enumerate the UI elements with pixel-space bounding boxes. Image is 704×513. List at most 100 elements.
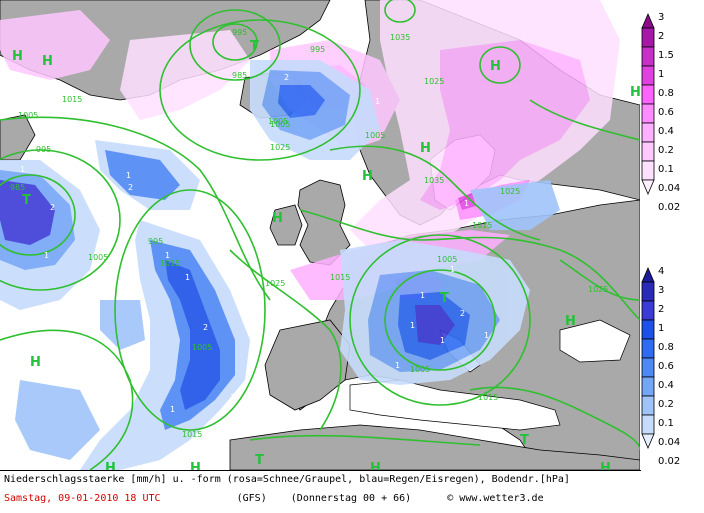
legend-swatch: [641, 281, 655, 302]
precip-value-label: 2: [284, 73, 289, 82]
precip-value-label: 2: [128, 183, 133, 192]
legend-tick-label: 0.02: [658, 456, 680, 467]
legend-tick-label: 3: [658, 12, 664, 23]
precip-value-label: 1: [126, 171, 131, 180]
system-label: H: [272, 211, 283, 226]
pressure-labels: 995 995 985 1005 1015 1005 995 985 995 1…: [10, 28, 608, 439]
legend-tick-label: 2: [658, 304, 664, 315]
legend-tick-label: 0.04: [658, 437, 680, 448]
system-label: T: [250, 39, 259, 54]
legend-arrow-bottom: [641, 433, 655, 450]
isobar-label: 1005: [88, 253, 108, 262]
legend-arrow-bottom: [641, 179, 655, 196]
system-label: H: [565, 314, 576, 329]
mediterranean-sea: [349, 379, 561, 431]
iberia: [264, 319, 351, 411]
system-label: H: [105, 461, 116, 470]
isobars: [0, 0, 641, 471]
black-sea: [559, 319, 631, 363]
valid-date: Samstag, 09-01-2010 18 UTC: [4, 493, 161, 504]
legend-swatch: [641, 103, 655, 124]
system-label: H: [420, 141, 431, 156]
precip-value-label: 1: [165, 251, 170, 260]
isobar-label: 1015: [62, 95, 82, 104]
isobar-label: 1005: [18, 111, 38, 120]
copyright: © www.wetter3.de: [447, 493, 544, 504]
system-label: T: [440, 291, 449, 306]
model-run: (Donnerstag 00 + 66): [290, 493, 412, 504]
isobar-label: 1005: [268, 117, 288, 126]
legend-arrow-top: [641, 266, 655, 283]
precip-value-label: 1: [375, 97, 380, 106]
legend-tick-label: 0.2: [658, 399, 674, 410]
precip-value-label: 2: [260, 141, 265, 150]
legend-tick-label: 0.8: [658, 88, 674, 99]
isobar-label: 1015: [160, 259, 180, 268]
caption-line: Niederschlagsstaerke [mm/h] u. -form (ro…: [4, 474, 570, 485]
legend-swatch: [641, 122, 655, 143]
caption-info-row: Samstag, 09-01-2010 18 UTC (GFS) (Donner…: [4, 493, 544, 504]
legend-swatch: [641, 160, 655, 181]
pressure-systems: H H H H H H H H H H H T T T T T H H: [12, 39, 641, 476]
isobar-label: 1025: [424, 77, 444, 86]
model-name: (GFS): [236, 493, 267, 504]
precip-value-label: 1: [450, 265, 455, 274]
precip-value-label: 1: [185, 273, 190, 282]
isobar-label: 1025: [270, 143, 290, 152]
legend-swatch: [641, 46, 655, 67]
precip-value-label: 1: [395, 361, 400, 370]
isobar-label: 995: [232, 28, 247, 37]
legend-tick-label: 1.5: [658, 50, 674, 61]
legend-tick-label: 2: [658, 31, 664, 42]
legend-tick-label: 0.6: [658, 107, 674, 118]
legend-swatch: [641, 338, 655, 359]
isobar-label: 1005: [365, 131, 385, 140]
precip-value-label: 1: [484, 331, 489, 340]
precip-value-label: 2: [203, 323, 208, 332]
isobar-label: 1005: [437, 255, 457, 264]
isobar-label: 1015: [330, 273, 350, 282]
precip-value-label: 1: [20, 165, 25, 174]
legend-tick-label: 0.8: [658, 342, 674, 353]
system-label: H: [42, 54, 53, 69]
legend-swatch: [641, 141, 655, 162]
legend-swatch: [641, 84, 655, 105]
precip-value-label: 1: [44, 251, 49, 260]
precip-value-label: 1: [420, 291, 425, 300]
legend-arrow-top: [641, 12, 655, 29]
legend-swatch: [641, 65, 655, 86]
isobar-label: 1025: [500, 187, 520, 196]
legend-swatch: [641, 395, 655, 416]
isobar-label: 1015: [182, 430, 202, 439]
precip-value-label: 2: [460, 309, 465, 318]
isobar-label: 1025: [265, 279, 285, 288]
system-label: T: [520, 433, 529, 448]
legend-tick-label: 0.1: [658, 164, 674, 175]
system-label: T: [255, 453, 264, 468]
system-label: H: [600, 461, 611, 470]
isobar-label: 995: [36, 145, 51, 154]
system-label: H: [370, 461, 381, 470]
rain-intensity-legend: 4 3 2 1 0.8 0.6 0.4 0.2 0.1 0.04 0.02: [641, 266, 680, 467]
legend-swatch: [641, 319, 655, 340]
legend-tick-label: 1: [658, 323, 664, 334]
legend-panel: 3 2 1.5 1 0.8 0.6 0.4 0.2 0.1 0.04 0.02 4 3 2 1 0.8 0.6 0…: [640, 0, 704, 470]
isobar-label: 1035: [424, 176, 444, 185]
legend-swatch: [641, 27, 655, 48]
isobar-label: 1005: [192, 343, 212, 352]
isobar-label: 985: [232, 71, 247, 80]
legend-tick-label: 0.04: [658, 183, 680, 194]
legend-tick-label: 3: [658, 285, 664, 296]
rain-areas: [0, 60, 560, 470]
precip-value-label: 1: [410, 321, 415, 330]
legend-tick-label: 0.1: [658, 418, 674, 429]
legend-swatch: [641, 376, 655, 397]
legend-tick-label: 4: [658, 266, 664, 277]
isobar-label: 1015: [478, 393, 498, 402]
precip-value-label: 1: [440, 336, 445, 345]
isobar-label: 1025: [588, 285, 608, 294]
system-label: H: [630, 85, 640, 100]
legend-tick-label: 0.4: [658, 126, 674, 137]
isobar-label: 985: [10, 183, 25, 192]
legend-tick-label: 0.02: [658, 202, 680, 213]
